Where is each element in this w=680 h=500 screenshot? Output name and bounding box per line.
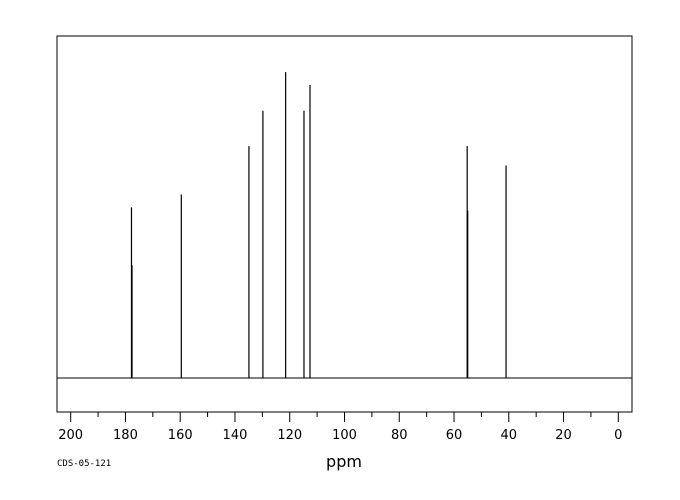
spectrum-code-label: CDS-05-121	[57, 459, 111, 469]
x-axis-title: ppm	[326, 452, 362, 471]
tick-label-20: 20	[555, 428, 572, 443]
tick-label-200: 200	[58, 428, 83, 443]
x-axis-tick-labels: 200 180 160 140 120 100 80 60 40 20 0	[58, 428, 622, 443]
tick-label-60: 60	[446, 428, 463, 443]
tick-label-120: 120	[277, 428, 302, 443]
tick-label-80: 80	[391, 428, 408, 443]
tick-label-0: 0	[614, 428, 622, 443]
plot-frame	[56, 35, 633, 413]
x-axis-ticks	[70, 412, 619, 422]
tick-label-140: 140	[223, 428, 248, 443]
tick-label-160: 160	[168, 428, 193, 443]
tick-label-100: 100	[332, 428, 357, 443]
tick-label-180: 180	[113, 428, 138, 443]
peaks-layer	[130, 72, 507, 378]
tick-label-40: 40	[501, 428, 518, 443]
